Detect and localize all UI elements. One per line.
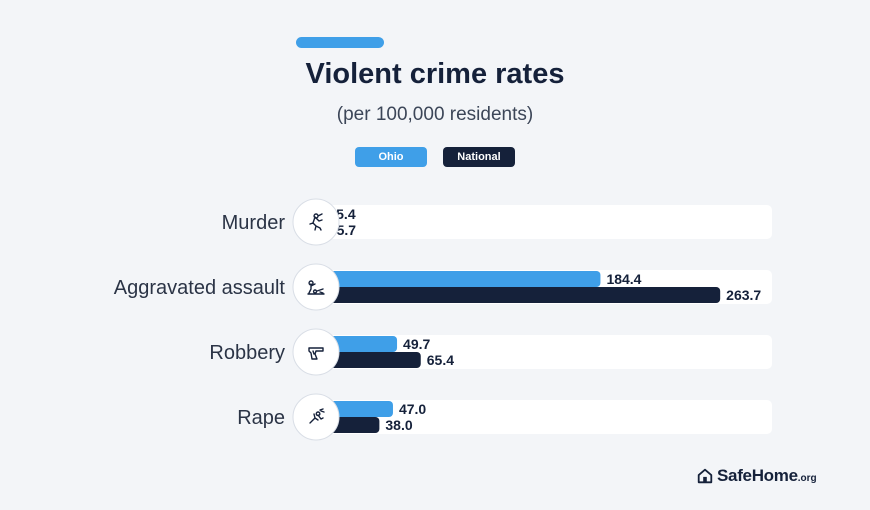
bar-track bbox=[320, 205, 772, 239]
value-label: 5.7 bbox=[337, 222, 357, 238]
icon-circle bbox=[292, 198, 340, 246]
rape-icon bbox=[309, 408, 325, 424]
murder-icon bbox=[309, 213, 323, 231]
bar-track bbox=[320, 335, 772, 369]
category-label: Murder bbox=[222, 212, 286, 234]
value-label: 184.4 bbox=[606, 271, 641, 287]
value-label: 47.0 bbox=[399, 401, 426, 417]
bar-national bbox=[312, 352, 421, 368]
brand-logo: SafeHome .org bbox=[696, 466, 817, 486]
value-label: 38.0 bbox=[385, 417, 412, 433]
category-label: Robbery bbox=[209, 342, 285, 364]
assault-icon bbox=[307, 280, 325, 295]
gun-icon bbox=[308, 347, 324, 360]
chart-subtitle: (per 100,000 residents) bbox=[336, 104, 534, 125]
house-icon bbox=[697, 468, 713, 484]
brand-name: SafeHome bbox=[717, 466, 798, 485]
bar-track bbox=[320, 400, 772, 434]
chart-title: Violent crime rates bbox=[305, 58, 565, 90]
icon-circle bbox=[292, 263, 340, 311]
value-label: 65.4 bbox=[427, 352, 454, 368]
icon-circle bbox=[292, 393, 340, 441]
category-label: Aggravated assault bbox=[114, 277, 286, 299]
brand-tld: .org bbox=[797, 473, 817, 484]
bar-national bbox=[312, 287, 721, 303]
legend-ohio: Ohio bbox=[355, 147, 427, 167]
value-label: 5.4 bbox=[336, 206, 356, 222]
legend-national: National bbox=[443, 147, 515, 167]
accent-bar bbox=[296, 37, 384, 48]
bar-ohio bbox=[312, 271, 601, 287]
value-label: 263.7 bbox=[726, 287, 761, 303]
category-label: Rape bbox=[237, 407, 285, 429]
value-label: 49.7 bbox=[403, 336, 430, 352]
